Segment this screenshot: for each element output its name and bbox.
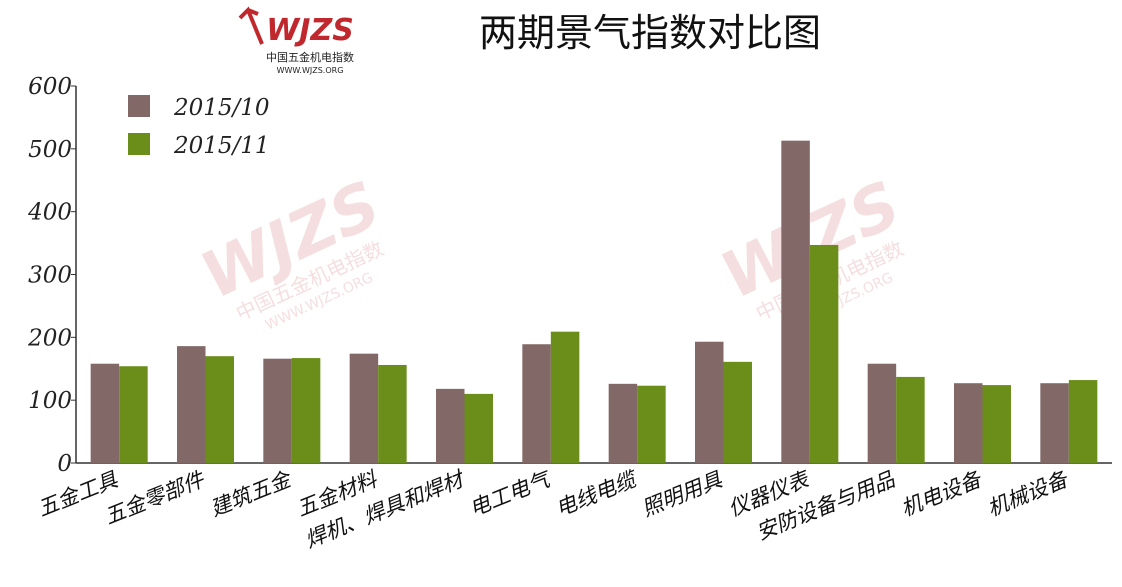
logo-arrow [238,6,264,45]
bar [637,385,666,463]
logo-url: WWW.WJZS.ORG [277,66,344,75]
bar [378,364,407,463]
y-tick-label: 100 [28,388,72,414]
y-tick-label: 600 [28,74,72,100]
bar [1068,380,1098,463]
x-tick-label: 电线电缆 [552,466,642,521]
bar [781,140,810,464]
bar [119,366,148,463]
legend-label: 2015/11 [173,133,270,159]
bar [349,353,379,463]
bar [263,358,292,463]
logo: WJZS 中国五金机电指数 WWW.WJZS.ORG [238,6,354,75]
bar [695,341,724,463]
bar [522,344,551,463]
x-tick-label: 建筑五金 [207,466,297,521]
y-tick-label: 0 [57,451,72,477]
legend-swatch [128,133,150,155]
y-tick-label: 300 [28,263,72,289]
bar [982,385,1011,463]
bar [436,388,465,463]
watermark: WJZS 中国五金机电指数 WWW.WJZS.ORG [191,168,392,334]
x-tick-label: 电工电气 [466,466,556,521]
x-tick-label: 机械设备 [984,467,1073,521]
bar [464,393,493,463]
bar [1040,383,1069,463]
legend-label: 2015/10 [173,95,270,121]
chart-title: 两期景气指数对比图 [479,11,821,55]
bar [608,383,638,463]
x-tick-label: 机电设备 [897,467,986,521]
bar [723,361,752,463]
bar [205,356,234,463]
y-tick-label: 400 [27,200,72,226]
logo-name: 中国五金机电指数 [266,50,354,64]
bar [550,331,580,463]
bar [90,363,120,463]
y-tick-label: 500 [28,137,72,163]
bar [177,346,206,463]
bar [809,244,839,463]
bar [291,358,321,463]
x-tick-label: 五金零部件 [101,467,209,529]
y-tick-label: 200 [27,325,72,351]
x-tick-label: 照明用具 [638,467,726,521]
logo-mark: WJZS [266,13,354,48]
legend-swatch [128,95,150,117]
bar [867,363,897,463]
bar [954,383,983,463]
bar [896,376,925,463]
